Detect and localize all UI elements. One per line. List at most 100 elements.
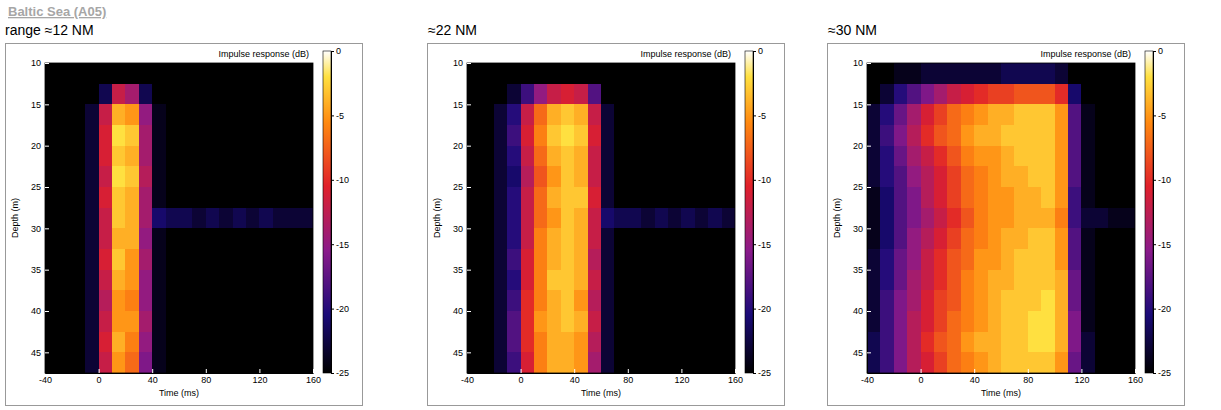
heatmap-cell <box>1014 146 1028 167</box>
heatmap-cell <box>99 352 113 373</box>
heatmap-cell <box>259 104 273 125</box>
heatmap-cell <box>934 352 948 373</box>
heatmap-cell <box>722 146 735 167</box>
heatmap-cell <box>947 104 961 125</box>
heatmap-cell <box>166 311 180 332</box>
heatmap-cell <box>974 290 988 311</box>
x-tick: 120 <box>252 369 267 385</box>
heatmap-cell <box>521 166 535 187</box>
heatmap-cell <box>507 84 521 105</box>
heatmap-cell <box>72 208 86 229</box>
heatmap-cell <box>1014 63 1028 84</box>
panel-frame <box>428 44 785 406</box>
heatmap-cell <box>708 352 722 373</box>
heatmap-cell <box>988 311 1002 332</box>
heatmap-cell <box>1095 332 1109 353</box>
y-tick-mark <box>467 228 471 229</box>
heatmap-cell <box>681 84 695 105</box>
heatmap-cell <box>179 208 193 229</box>
heatmap-cell <box>494 63 508 84</box>
heatmap-cell <box>112 166 126 187</box>
x-tick-label: -40 <box>461 375 474 385</box>
heatmap-cell <box>480 270 494 291</box>
y-tick-label: 25 <box>453 182 463 192</box>
heatmap-cell <box>112 63 126 84</box>
x-tick-label: -40 <box>861 375 874 385</box>
heatmap-cell <box>192 146 206 167</box>
x-tick-mark <box>1028 369 1029 373</box>
heatmap-cell <box>655 125 669 146</box>
y-axis: 1015202530354045 <box>31 58 49 373</box>
heatmap-cell <box>152 166 166 187</box>
heatmap-cell <box>166 187 180 208</box>
heatmap-cell <box>1081 228 1095 249</box>
heatmap-cell <box>112 208 126 229</box>
colorbar-tick-mark <box>753 244 756 245</box>
heatmap-cell <box>547 311 561 332</box>
heatmap-cell <box>668 84 682 105</box>
x-tick-label: 120 <box>252 375 267 385</box>
heatmap-cell <box>125 311 139 332</box>
heatmap-cell <box>152 63 166 84</box>
heatmap-cell <box>300 332 313 353</box>
y-tick-mark <box>867 228 871 229</box>
heatmap-cell <box>246 208 260 229</box>
heatmap-cell <box>574 187 588 208</box>
panel: -40040801201601015202530354045Time (ms)D… <box>6 44 363 406</box>
heatmap-cell <box>628 290 642 311</box>
heatmap-cell <box>934 63 948 84</box>
heatmap-cell <box>561 146 575 167</box>
heatmap-cell <box>628 146 642 167</box>
heatmap-cell <box>467 270 481 291</box>
colorbar-tick-label: -15 <box>1158 240 1171 250</box>
heatmap-cell <box>934 84 948 105</box>
heatmap-cell <box>494 228 508 249</box>
heatmap-cell <box>1014 84 1028 105</box>
heatmap-cell <box>166 104 180 125</box>
heatmap-cell <box>1095 166 1109 187</box>
heatmap-cell <box>641 166 655 187</box>
heatmap-cell <box>480 249 494 270</box>
heatmap-cell <box>894 249 908 270</box>
heatmap-cell <box>655 332 669 353</box>
heatmap-cell <box>708 146 722 167</box>
heatmap-cell <box>206 187 220 208</box>
y-tick-label: 35 <box>31 265 41 275</box>
heatmap-cell <box>974 208 988 229</box>
heatmap-cell <box>681 228 695 249</box>
heatmap-cell <box>58 63 72 84</box>
y-tick-label: 30 <box>31 224 41 234</box>
heatmap-cell <box>521 63 535 84</box>
y-tick-label: 30 <box>853 224 863 234</box>
heatmap-cell <box>507 104 521 125</box>
heatmap-cell <box>72 270 86 291</box>
x-axis-line <box>468 373 736 374</box>
heatmap-cell <box>85 208 99 229</box>
heatmap-cell <box>628 311 642 332</box>
heatmap-cell <box>961 270 975 291</box>
y-tick: 10 <box>31 58 49 68</box>
heatmap-cell <box>588 249 602 270</box>
heatmap-cell <box>139 208 153 229</box>
y-tick: 45 <box>853 348 871 358</box>
x-tick: 40 <box>148 369 158 385</box>
heatmap-cell <box>974 104 988 125</box>
heatmap-cell <box>179 352 193 373</box>
heatmap-cell <box>45 125 59 146</box>
y-tick-mark <box>467 146 471 147</box>
heatmap-cell <box>99 84 113 105</box>
heatmap-cell <box>722 208 735 229</box>
heatmap-cell <box>521 270 535 291</box>
heatmap-cell <box>867 125 881 146</box>
heatmap-cell <box>681 290 695 311</box>
heatmap-cell <box>58 146 72 167</box>
heatmap-cell <box>681 249 695 270</box>
heatmap-cell <box>219 290 233 311</box>
heatmap-cell <box>894 104 908 125</box>
y-tick-mark <box>45 228 49 229</box>
colorbar-title: Impulse response (dB) <box>640 49 731 59</box>
heatmap-cell <box>139 104 153 125</box>
plot-frame <box>867 63 1135 373</box>
heatmap-cell <box>192 63 206 84</box>
heatmap-cell <box>561 290 575 311</box>
